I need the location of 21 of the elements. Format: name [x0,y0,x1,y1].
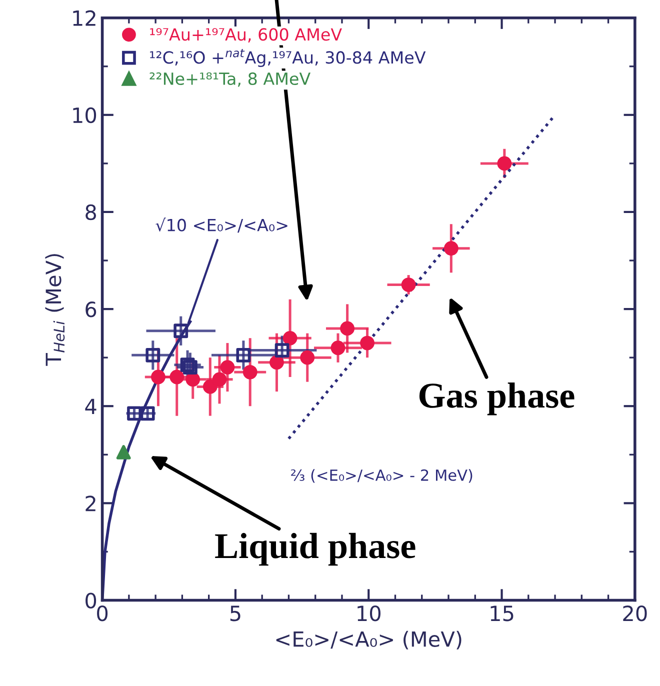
x-tick-label: 10 [358,605,380,622]
x-axis-title: <E₀>/<A₀> (MeV) [276,630,462,650]
y-tick-label: 4 [85,398,96,414]
y-tick-label: 12 [73,10,96,26]
x-tick-label: 5 [230,606,240,622]
annotation: ⅔ (<E₀>/<A₀> - 2 MeV) [291,469,472,483]
y-tick-label: 0 [86,592,96,608]
legend-label: ¹²C,¹⁶O +$^{nat}$Ag,¹⁹⁷Au, 30-84 AMeV [150,48,426,68]
y-axis-title: T$_{HeLi}$ (MeV) [45,254,65,366]
annotation: √10 <E₀>/<A₀> [156,218,288,233]
x-tick-label: 0 [97,605,108,622]
x-tick-label: 20 [623,605,647,622]
legend-label: ¹⁹⁷Au+¹⁹⁷Au, 600 AMeV [150,28,342,42]
annotation: Gas phase [419,382,574,416]
y-tick-label: 10 [73,107,96,124]
y-tick-label: 6 [86,301,96,318]
legend-label: ²²Ne+¹⁸¹Ta, 8 AMeV [150,72,310,87]
y-tick-label: 8 [86,204,96,220]
annotation: Liquid phase [215,532,416,566]
y-tick-label: 2 [86,496,96,512]
x-tick-label: 15 [490,606,514,622]
